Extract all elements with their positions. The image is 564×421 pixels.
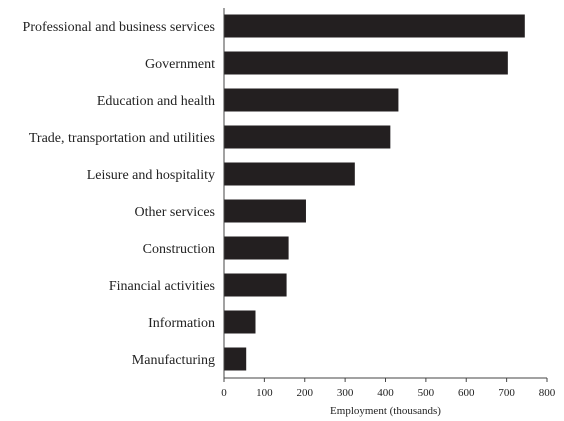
category-label: Other services xyxy=(135,205,215,220)
category-label: Financial activities xyxy=(109,279,215,294)
category-label: Leisure and hospitality xyxy=(87,168,215,183)
category-label: Education and health xyxy=(97,94,215,109)
x-tick-label: 700 xyxy=(498,387,515,399)
bar-6 xyxy=(224,236,289,260)
category-label: Information xyxy=(148,316,215,331)
x-tick-label: 100 xyxy=(256,387,273,399)
category-labels-group: Professional and business services Govern… xyxy=(23,20,216,368)
x-axis-title: Employment (thousands) xyxy=(330,405,441,417)
bar-5 xyxy=(224,199,306,223)
x-tick-label: 200 xyxy=(297,387,314,399)
bar-2 xyxy=(224,88,399,112)
x-tick-label: 0 xyxy=(221,387,227,399)
bars-group xyxy=(224,14,525,371)
x-ticks-group: 0 100 200 300 400 500 600 700 800 xyxy=(221,378,556,399)
category-label: Trade, transportation and utilities xyxy=(29,131,215,146)
x-axis: 0 100 200 300 400 500 600 700 800 xyxy=(221,377,556,399)
x-tick-label: 400 xyxy=(377,387,394,399)
x-tick-label: 300 xyxy=(337,387,354,399)
category-label: Professional and business services xyxy=(23,20,215,35)
bar-8 xyxy=(224,310,256,334)
bar-7 xyxy=(224,273,287,297)
bar-0 xyxy=(224,14,525,38)
category-label: Manufacturing xyxy=(132,353,215,368)
x-tick-label: 500 xyxy=(418,387,435,399)
x-tick-label: 800 xyxy=(539,387,556,399)
bar-1 xyxy=(224,51,508,75)
bar-3 xyxy=(224,125,391,149)
bar-9 xyxy=(224,347,247,371)
category-label: Government xyxy=(145,57,215,72)
x-tick-label: 600 xyxy=(458,387,475,399)
bar-4 xyxy=(224,162,355,186)
category-label: Construction xyxy=(143,242,215,257)
